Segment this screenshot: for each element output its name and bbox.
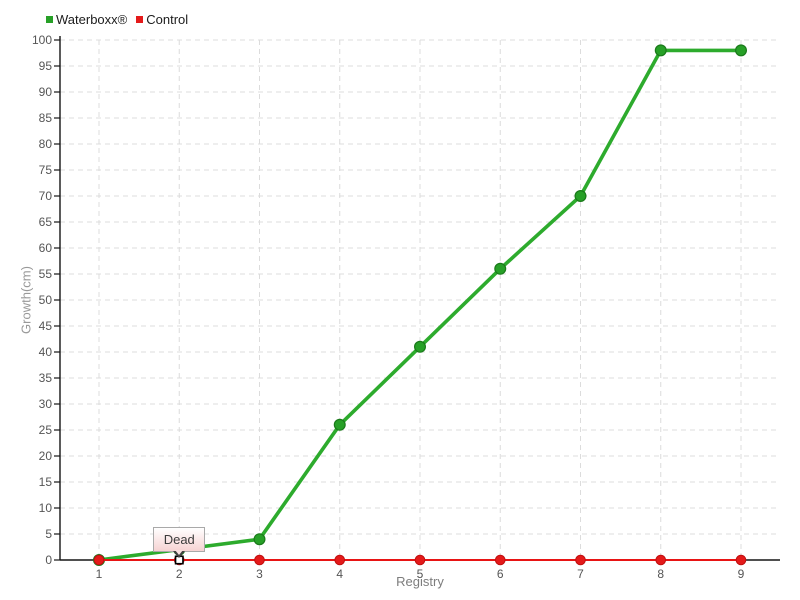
x-tick-label: 2	[176, 567, 183, 581]
y-tick-label: 35	[39, 371, 53, 385]
x-tick-label: 5	[417, 567, 424, 581]
x-tick-label: 6	[497, 567, 504, 581]
y-tick-label: 75	[39, 163, 53, 177]
tooltip-text: Dead	[163, 532, 195, 547]
x-tick-label: 9	[738, 567, 745, 581]
y-tick-label: 25	[39, 423, 53, 437]
control-series-swatch	[136, 16, 144, 23]
control-point[interactable]	[93, 554, 105, 566]
waterboxx-point[interactable]	[734, 44, 747, 57]
x-axis-ticks: 1 2 3 4 5 6 7 8 9	[96, 567, 745, 581]
control-point[interactable]	[494, 554, 506, 566]
legend-item-waterboxx[interactable]: Waterboxx®	[46, 12, 127, 27]
y-tick-label: 20	[39, 449, 53, 463]
y-tick-label: 30	[39, 397, 53, 411]
waterboxx-series-swatch	[46, 16, 53, 23]
control-point[interactable]	[655, 554, 667, 566]
series-control	[93, 554, 747, 566]
waterboxx-point[interactable]	[333, 418, 346, 431]
waterboxx-point[interactable]	[414, 340, 427, 353]
legend-label-control: Control	[146, 12, 189, 27]
waterboxx-point[interactable]	[494, 262, 507, 275]
legend-item-control[interactable]: Control	[136, 12, 188, 27]
y-tick-label: 55	[39, 267, 53, 281]
legend: Waterboxx® Control	[46, 12, 188, 27]
y-tick-label: 50	[39, 293, 53, 307]
y-tick-label: 90	[39, 85, 53, 99]
y-axis-ticks: 0 5 10 15 20 25 30 35 40 45 50 55 60 65 70 75 80 85 90 95 10…	[32, 33, 60, 567]
control-point[interactable]	[735, 554, 747, 566]
control-point[interactable]	[575, 554, 586, 566]
y-tick-label: 0	[45, 553, 52, 567]
x-tick-label: 1	[96, 567, 103, 581]
y-tick-label: 60	[39, 241, 53, 255]
x-tick-label: 8	[657, 567, 664, 581]
control-point[interactable]	[414, 554, 426, 566]
y-tick-label: 5	[45, 527, 52, 541]
tooltip: Dead	[153, 527, 206, 558]
y-tick-label: 40	[39, 345, 53, 359]
y-tick-label: 10	[39, 501, 53, 515]
x-tick-label: 3	[256, 567, 263, 581]
waterboxx-point[interactable]	[654, 44, 667, 57]
y-tick-label: 95	[39, 59, 53, 73]
x-axis-title: Registry	[396, 574, 444, 589]
y-tick-label: 65	[39, 215, 53, 229]
legend-label-waterboxx: Waterboxx®	[56, 12, 128, 27]
x-tick-label: 7	[577, 567, 584, 581]
y-tick-label: 15	[39, 475, 53, 489]
gridlines	[60, 39, 780, 560]
control-point[interactable]	[254, 554, 265, 566]
y-tick-label: 45	[39, 319, 53, 333]
y-tick-label: 100	[32, 33, 52, 47]
y-tick-label: 70	[39, 189, 53, 203]
y-tick-label: 85	[39, 111, 53, 125]
control-point[interactable]	[334, 554, 346, 566]
waterboxx-point[interactable]	[253, 533, 266, 546]
x-tick-label: 4	[336, 567, 343, 581]
waterboxx-point[interactable]	[574, 190, 587, 203]
y-tick-label: 80	[39, 137, 53, 151]
